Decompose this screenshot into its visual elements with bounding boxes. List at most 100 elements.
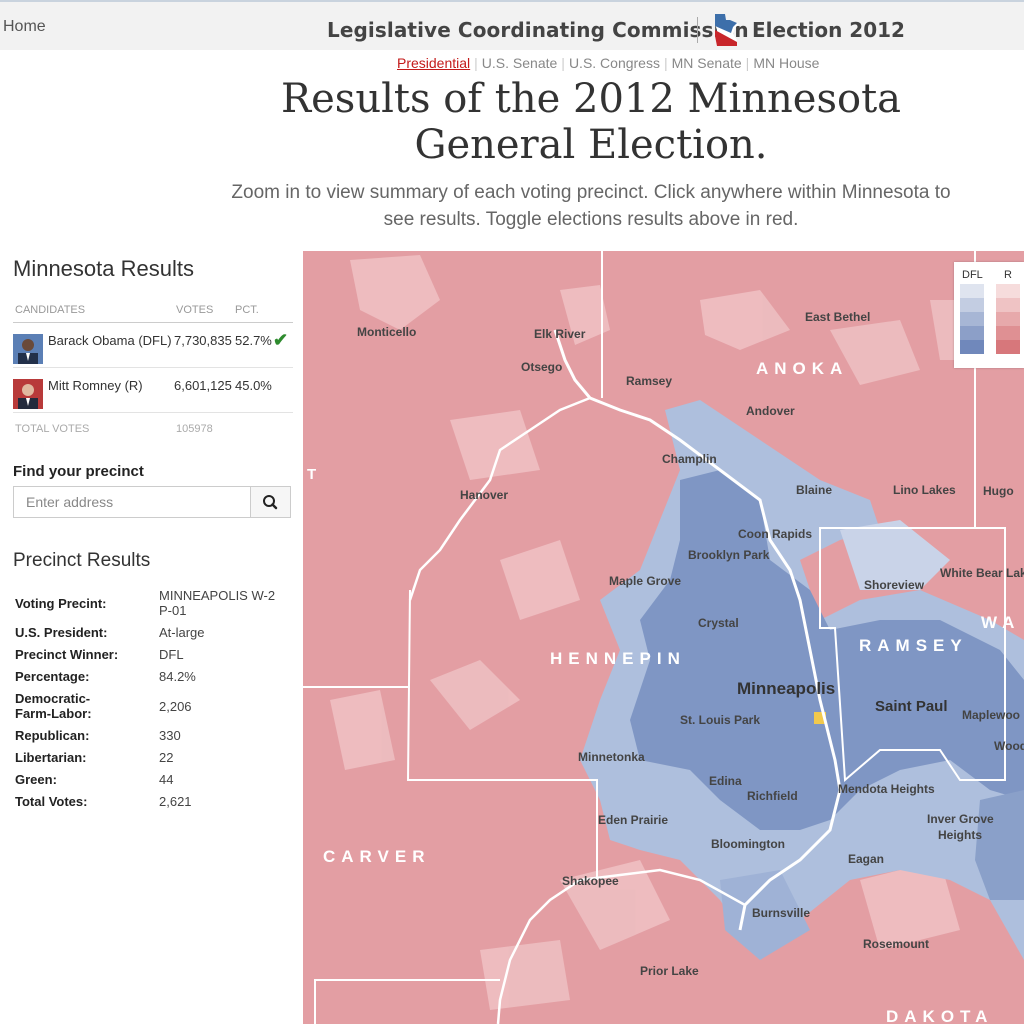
crow-river — [408, 396, 591, 601]
legend-swatch — [996, 298, 1020, 312]
precinct-row: Percentage: 84.2% — [13, 667, 275, 689]
election-tabs: Presidential | U.S. Senate | U.S. Congress | M… — [397, 55, 820, 71]
county-label: WA — [981, 613, 1020, 632]
address-input[interactable] — [14, 487, 252, 517]
precinct-value-line: P-01 — [159, 603, 187, 618]
city-label: Shoreview — [864, 578, 925, 592]
legend-swatch — [960, 312, 984, 326]
precinct-key: U.S. President: — [15, 625, 108, 640]
city-label: Saint Paul — [875, 698, 948, 715]
city-label: Minneapolis — [737, 679, 835, 698]
city-label: Champlin — [662, 452, 717, 466]
county-label: RAMSEY — [859, 636, 968, 655]
header-divider — [697, 17, 698, 43]
city-label: Eagan — [848, 852, 884, 866]
candidate-name: Barack Obama (DFL) — [48, 333, 172, 348]
map-east-core — [975, 790, 1024, 900]
candidate-votes: 6,601,125 — [174, 378, 232, 393]
city-label: Bloomington — [711, 837, 785, 851]
precinct-row: Libertarian: 22 — [13, 748, 275, 770]
search-icon — [263, 495, 278, 510]
total-votes-value: 105978 — [176, 423, 213, 435]
precinct-key: Libertarian: — [15, 750, 87, 765]
precinct-key: Democratic- Farm-Labor: — [13, 689, 157, 726]
precinct-value: 330 — [159, 728, 181, 743]
precinct-row: U.S. President: At-large — [13, 623, 275, 645]
city-label: East Bethel — [805, 310, 870, 324]
precinct-value: DFL — [159, 647, 184, 662]
city-label: Crystal — [698, 616, 739, 630]
page-title-line-2: General Election. — [414, 122, 768, 168]
candidate-row[interactable]: Barack Obama (DFL) 7,730,835 52.7% ✔ — [13, 323, 293, 368]
commission-title[interactable]: Legislative Coordinating Commission — [327, 18, 749, 42]
city-label: Prior Lake — [640, 964, 699, 978]
city-label: Blaine — [796, 483, 832, 497]
city-label: Hanover — [460, 488, 508, 502]
county-label: HENNEPIN — [550, 649, 686, 668]
city-label: Lino Lakes — [893, 483, 956, 497]
precinct-row: Green: 44 — [13, 770, 275, 792]
city-label: Burnsville — [752, 906, 810, 920]
col-pct: PCT. — [235, 304, 259, 316]
precinct-results-table: Voting Precint: MINNEAPOLIS W-2 P-01 U.S.… — [13, 586, 275, 814]
city-label: Elk River — [534, 327, 586, 341]
legend-r-label: R — [1004, 269, 1012, 281]
tab-mn-senate[interactable]: MN Senate — [671, 55, 742, 71]
home-link[interactable]: Home — [3, 18, 46, 35]
precinct-key-line: Democratic- — [15, 691, 91, 706]
city-label: Ramsey — [626, 374, 672, 388]
city-label: White Bear Lak — [940, 566, 1024, 580]
legend-swatch — [996, 284, 1020, 298]
tab-mn-house[interactable]: MN House — [753, 55, 820, 71]
city-labels: Monticello Elk River Otsego Ramsey East … — [307, 310, 1024, 978]
city-label: Eden Prairie — [598, 813, 668, 827]
romney-avatar — [13, 379, 43, 409]
election-map[interactable]: ANOKA HENNEPIN RAMSEY CARVER DAKOTA WA M… — [303, 251, 1024, 1024]
city-label: Rosemount — [863, 937, 929, 951]
precinct-key: Green: — [15, 772, 57, 787]
page-title: Results of the 2012 Minnesota General El… — [0, 76, 1024, 168]
col-votes: VOTES — [176, 304, 214, 316]
precinct-value-line: MINNEAPOLIS W-2 — [159, 588, 276, 603]
map-legend: DFL R — [954, 262, 1024, 368]
candidate-row[interactable]: Mitt Romney (R) 6,601,125 45.0% — [13, 368, 293, 413]
city-label: Heights — [938, 828, 982, 842]
precinct-value: 44 — [159, 772, 174, 787]
tab-us-congress[interactable]: U.S. Congress — [568, 55, 660, 71]
candidate-name: Mitt Romney (R) — [48, 378, 143, 393]
county-labels: ANOKA HENNEPIN RAMSEY CARVER DAKOTA WA — [323, 359, 1020, 1024]
col-candidates: CANDIDATES — [15, 304, 86, 316]
city-label: Otsego — [521, 360, 562, 374]
precinct-results-heading: Precinct Results — [13, 550, 151, 571]
city-label: Edina — [709, 774, 742, 788]
county-label: CARVER — [323, 847, 430, 866]
legend-dfl-label: DFL — [962, 269, 983, 281]
total-votes-label: TOTAL VOTES — [15, 423, 90, 435]
tab-us-senate[interactable]: U.S. Senate — [481, 55, 558, 71]
legend-swatch — [960, 326, 984, 340]
city-label: Wood — [994, 739, 1024, 753]
legend-r-scale — [996, 284, 1020, 354]
precinct-key: Precinct Winner: — [15, 647, 119, 662]
candidate-votes: 7,730,835 — [174, 333, 232, 348]
find-precinct-heading: Find your precinct — [13, 463, 144, 480]
precinct-value: 2,206 — [159, 698, 192, 714]
map-canvas[interactable]: ANOKA HENNEPIN RAMSEY CARVER DAKOTA WA M… — [303, 251, 1024, 1024]
tab-presidential[interactable]: Presidential — [397, 55, 471, 71]
top-bar: Home Legislative Coordinating Commission… — [0, 0, 1024, 50]
mississippi-river — [553, 329, 842, 931]
obama-avatar — [13, 334, 43, 364]
city-label: T — [307, 466, 316, 483]
legend-swatch — [996, 340, 1020, 354]
precinct-row: Democratic- Farm-Labor: 2,206 — [13, 689, 275, 726]
results-heading: Minnesota Results — [13, 256, 194, 281]
precinct-value: 22 — [159, 750, 174, 765]
precinct-key: Republican: — [15, 728, 90, 743]
city-label: Maple Grove — [609, 574, 681, 588]
search-button[interactable] — [250, 487, 290, 517]
page-subtitle: Zoom in to view summary of each voting p… — [200, 179, 982, 233]
precinct-row: Republican: 330 — [13, 726, 275, 748]
election-title[interactable]: Election 2012 — [752, 18, 905, 42]
precinct-row: Total Votes: 2,621 — [13, 792, 275, 814]
legend-swatch — [996, 326, 1020, 340]
